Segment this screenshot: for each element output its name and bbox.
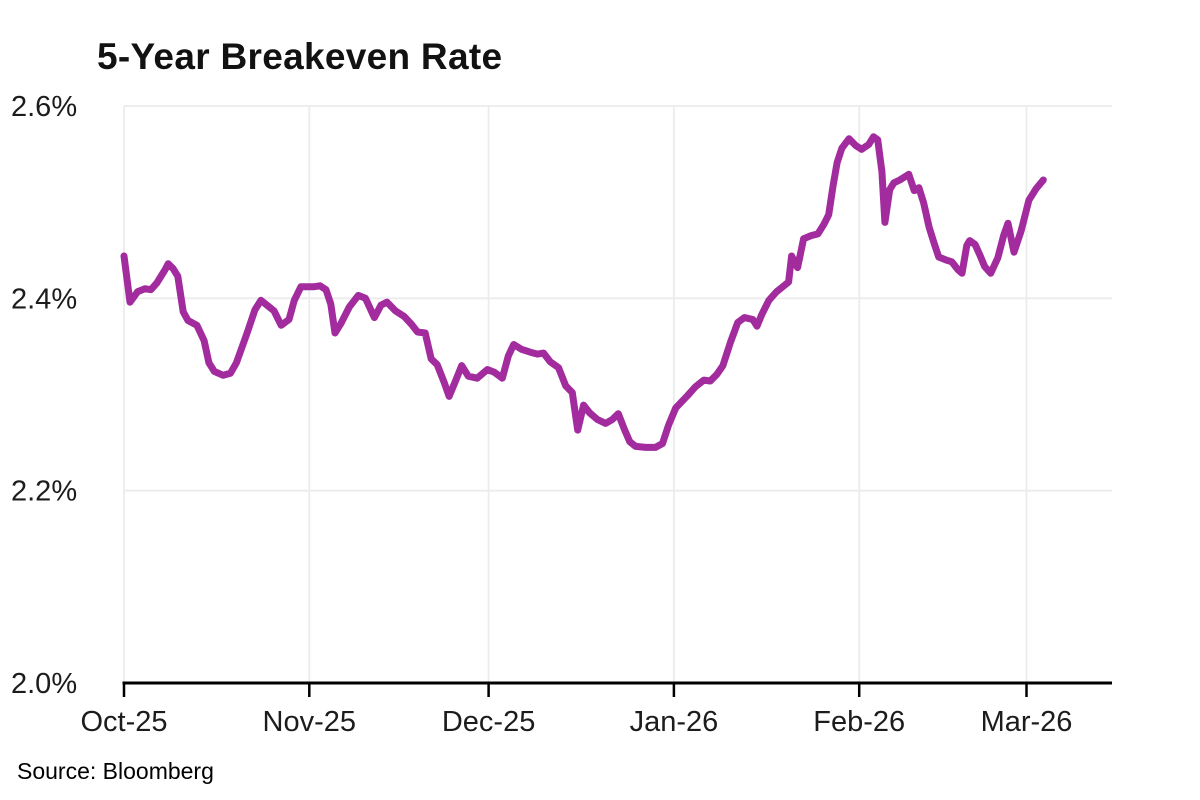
breakeven-rate-series-line xyxy=(120,133,1047,451)
y-tick-label: 2.4% xyxy=(11,283,77,315)
chart-title: 5-Year Breakeven Rate xyxy=(97,36,503,77)
source-note: Source: Bloomberg xyxy=(17,758,214,784)
x-tick-label: Oct-25 xyxy=(80,706,167,738)
x-tick-label: Jan-26 xyxy=(630,706,719,738)
x-tick-label: Dec-25 xyxy=(442,706,536,738)
x-tick-label: Nov-25 xyxy=(263,706,357,738)
y-tick-label: 2.2% xyxy=(11,476,77,508)
x-tick-label: Feb-26 xyxy=(813,706,905,738)
y-tick-label: 2.0% xyxy=(11,668,77,700)
y-tick-label: 2.6% xyxy=(11,91,77,123)
x-tick-label: Mar-26 xyxy=(981,706,1073,738)
